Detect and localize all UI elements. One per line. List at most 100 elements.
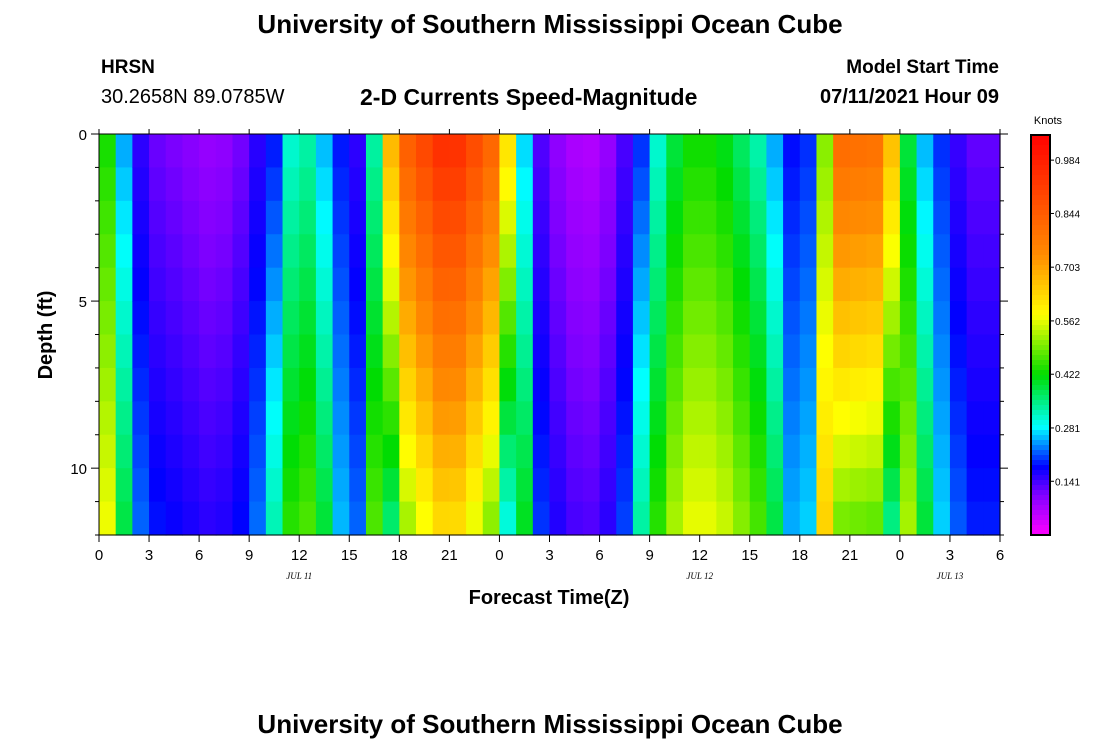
heatmap-cell — [365, 167, 384, 202]
heatmap-cell — [365, 501, 384, 536]
heatmap-cell — [99, 334, 117, 369]
heatmap-cell — [482, 134, 501, 169]
heatmap-cell — [182, 267, 200, 302]
heatmap-cell — [349, 134, 367, 169]
heatmap-cell — [983, 267, 1001, 302]
heatmap-cell — [966, 501, 984, 536]
heatmap-cell — [349, 468, 367, 503]
heatmap-cell — [232, 134, 250, 169]
heatmap-cell — [849, 267, 868, 302]
heatmap-cell — [232, 267, 250, 302]
colorbar-segment — [1031, 245, 1050, 251]
heatmap-cell — [416, 367, 434, 402]
colorbar-segment — [1031, 155, 1050, 161]
heatmap-cell — [282, 301, 300, 336]
heatmap-cell — [549, 367, 567, 402]
heatmap-cell — [466, 167, 484, 202]
colorbar-tick-label: 0.562 — [1055, 317, 1080, 328]
heatmap-cell — [883, 401, 901, 436]
heatmap-cell — [516, 234, 534, 269]
heatmap-cell — [499, 334, 517, 369]
heatmap-cell — [649, 134, 667, 169]
heatmap-cell — [132, 234, 150, 269]
heatmap-cell — [816, 267, 834, 302]
heatmap-cell — [949, 167, 968, 202]
heatmap-cell — [733, 200, 751, 235]
colorbar-segment — [1031, 235, 1050, 241]
heatmap-cell — [949, 367, 968, 402]
heatmap-cell — [99, 267, 117, 302]
heatmap-cell — [966, 234, 984, 269]
heatmap-cell — [749, 367, 768, 402]
heatmap-cell — [599, 334, 617, 369]
heatmap-cell — [399, 267, 417, 302]
heatmap-cell — [99, 167, 117, 202]
heatmap-cell — [416, 234, 434, 269]
heatmap-cell — [182, 367, 200, 402]
heatmap-cell — [249, 401, 267, 436]
heatmap-cell — [165, 301, 184, 336]
heatmap-cell — [616, 401, 634, 436]
heatmap-cell — [265, 434, 284, 469]
heatmap-cell — [649, 401, 667, 436]
colorbar-segment — [1031, 275, 1050, 281]
heatmap-cell — [599, 501, 617, 536]
heatmap-cell — [499, 434, 517, 469]
heatmap-cell — [983, 301, 1001, 336]
colorbar-segment — [1031, 270, 1050, 276]
heatmap-cell — [649, 200, 667, 235]
heatmap-cell — [165, 234, 184, 269]
heatmap-cell — [99, 234, 117, 269]
heatmap-cell — [449, 367, 467, 402]
heatmap-cell — [599, 200, 617, 235]
heatmap-cell — [549, 468, 567, 503]
heatmap-cell — [849, 501, 868, 536]
colorbar-segment — [1031, 415, 1050, 421]
heatmap-cell — [566, 134, 584, 169]
heatmap-cell — [349, 234, 367, 269]
heatmap-cell — [949, 200, 968, 235]
heatmap-cell — [616, 134, 634, 169]
heatmap-cell — [516, 134, 534, 169]
heatmap-cell — [766, 167, 784, 202]
heatmap-cell — [866, 167, 884, 202]
heatmap-cell — [749, 234, 768, 269]
heatmap-cell — [249, 200, 267, 235]
heatmap-cell — [532, 301, 551, 336]
heatmap-cell — [799, 367, 818, 402]
heatmap-cell — [199, 301, 217, 336]
heatmap-cell — [816, 401, 834, 436]
x-axis-label: Forecast Time(Z) — [469, 587, 630, 609]
heatmap-cell — [799, 200, 818, 235]
heatmap-cell — [632, 134, 651, 169]
heatmap-cell — [115, 367, 133, 402]
heatmap-cell — [365, 267, 384, 302]
colorbar-segment — [1031, 525, 1050, 531]
heatmap-cell — [382, 200, 400, 235]
heatmap-cell — [749, 501, 768, 536]
heatmap-cell — [215, 401, 234, 436]
heatmap-cell — [282, 267, 300, 302]
heatmap-cell — [249, 167, 267, 202]
heatmap-cell — [315, 434, 334, 469]
heatmap-cell — [282, 134, 300, 169]
heatmap-cell — [399, 334, 417, 369]
heatmap-cell — [899, 134, 918, 169]
colorbar-segment — [1031, 255, 1050, 261]
heatmap-cell — [165, 401, 184, 436]
heatmap-cell — [883, 167, 901, 202]
heatmap-cell — [866, 234, 884, 269]
heatmap-cell — [883, 334, 901, 369]
heatmap-cell — [416, 200, 434, 235]
heatmap-cell — [699, 267, 717, 302]
heatmap-cell — [282, 501, 300, 536]
heatmap-cell — [916, 401, 934, 436]
heatmap-cell — [566, 234, 584, 269]
heatmap-cell — [416, 334, 434, 369]
heatmap-cell — [949, 468, 968, 503]
heatmap-cell — [966, 401, 984, 436]
heatmap-cell — [682, 267, 701, 302]
heatmap-cell — [833, 167, 851, 202]
heatmap-cell — [883, 301, 901, 336]
heatmap-cell — [699, 301, 717, 336]
